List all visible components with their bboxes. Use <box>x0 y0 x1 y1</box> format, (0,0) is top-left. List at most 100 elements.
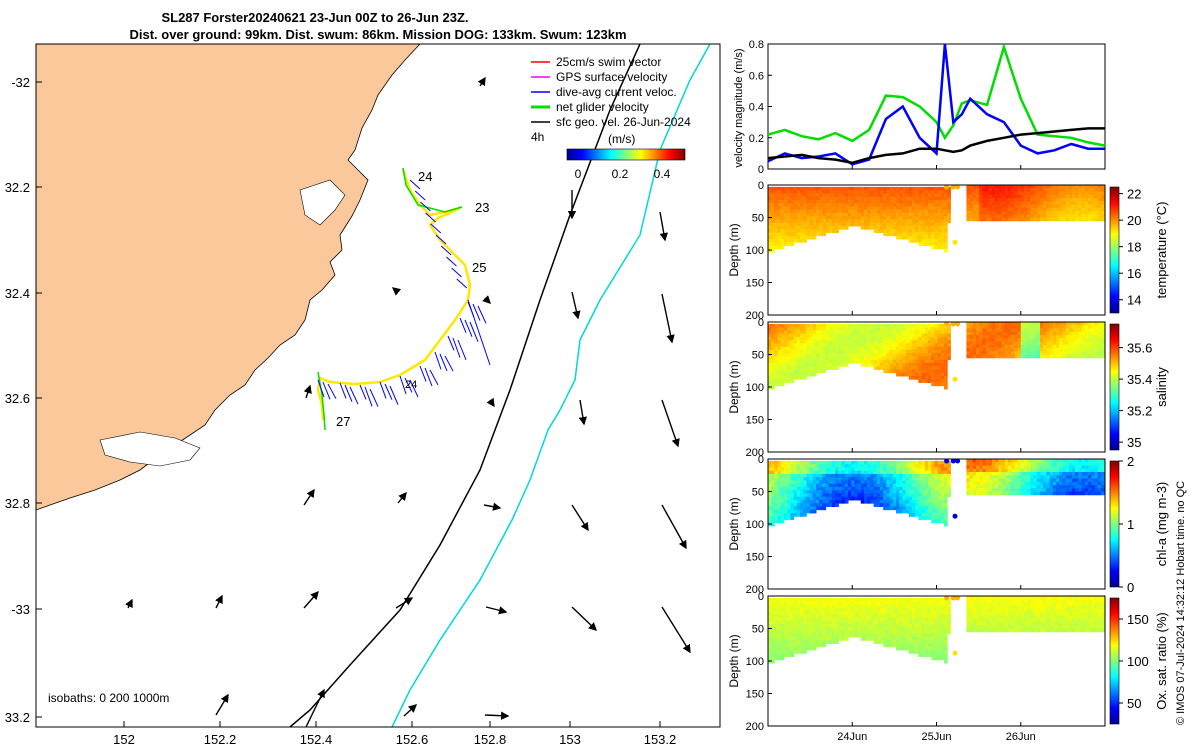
data-cell <box>1018 208 1022 212</box>
data-cell <box>842 621 846 625</box>
data-cell <box>822 487 826 491</box>
data-cell <box>790 210 794 214</box>
data-cell <box>944 523 948 527</box>
data-cell <box>838 200 842 204</box>
data-cell <box>1053 462 1057 466</box>
data-cell <box>989 188 993 192</box>
data-cell <box>848 353 852 357</box>
data-cell <box>832 624 836 628</box>
data-cell <box>816 624 820 628</box>
colorbar-tick-label: 1 <box>1127 517 1134 532</box>
data-cell <box>768 369 772 373</box>
data-cell <box>877 334 881 338</box>
data-cell <box>1050 198 1054 202</box>
data-cell <box>787 471 791 475</box>
data-cell <box>838 484 842 488</box>
data-cell <box>986 351 990 355</box>
data-cell <box>1053 472 1057 476</box>
data-cell <box>915 239 919 243</box>
data-cell <box>998 329 1002 333</box>
data-cell <box>909 477 913 481</box>
data-cell <box>787 627 791 631</box>
data-cell <box>944 327 948 331</box>
data-cell <box>813 360 817 364</box>
data-cell <box>931 376 935 380</box>
data-cell <box>1014 479 1018 483</box>
data-cell <box>822 356 826 360</box>
data-cell <box>774 373 778 377</box>
data-cell <box>822 627 826 631</box>
data-cell <box>848 334 852 338</box>
data-cell <box>883 190 887 194</box>
data-cell <box>794 640 798 644</box>
data-cell <box>784 653 788 657</box>
data-cell <box>874 190 878 194</box>
data-cell <box>803 356 807 360</box>
data-cell <box>925 206 929 210</box>
data-cell <box>1094 195 1098 199</box>
data-cell <box>771 206 775 210</box>
data-cell <box>998 218 1002 222</box>
data-cell <box>819 608 823 612</box>
data-cell <box>995 462 999 466</box>
data-cell <box>826 187 830 191</box>
data-cell <box>928 347 932 351</box>
data-cell <box>842 634 846 638</box>
data-cell <box>1053 345 1057 349</box>
data-cell <box>1034 185 1038 189</box>
data-cell <box>848 200 852 204</box>
data-cell <box>896 213 900 217</box>
data-cell <box>1066 198 1070 202</box>
data-cell <box>893 464 897 468</box>
data-cell <box>781 350 785 354</box>
data-cell <box>970 342 974 346</box>
data-cell <box>915 487 919 491</box>
data-cell <box>998 201 1002 205</box>
data-cell <box>902 337 906 341</box>
data-cell <box>1037 325 1041 329</box>
data-cell <box>918 461 922 465</box>
data-cell <box>1046 332 1050 336</box>
data-cell <box>896 506 900 510</box>
data-cell <box>797 500 801 504</box>
data-cell <box>842 631 846 635</box>
data-cell <box>931 356 935 360</box>
data-cell <box>813 484 817 488</box>
data-cell <box>1085 479 1089 483</box>
data-cell <box>861 631 865 635</box>
data-cell <box>944 471 948 475</box>
data-cell <box>909 350 913 354</box>
data-cell <box>886 598 890 602</box>
data-cell <box>915 464 919 468</box>
data-cell <box>838 493 842 497</box>
data-cell <box>1018 185 1022 189</box>
data-cell <box>829 634 833 638</box>
data-cell <box>934 366 938 370</box>
data-cell <box>934 223 938 227</box>
data-cell <box>768 376 772 380</box>
data-cell <box>909 467 913 471</box>
data-cell <box>982 482 986 486</box>
data-cell <box>810 226 814 230</box>
data-cell <box>768 193 772 197</box>
data-cell <box>877 327 881 331</box>
data-cell <box>822 644 826 648</box>
data-cell <box>922 232 926 236</box>
data-cell <box>1056 472 1060 476</box>
data-cell <box>803 497 807 501</box>
data-cell <box>854 490 858 494</box>
data-cell <box>1018 462 1022 466</box>
data-cell <box>979 195 983 199</box>
data-cell <box>915 190 919 194</box>
data-cell <box>1021 214 1025 218</box>
data-cell <box>1098 485 1102 489</box>
section-colorbar <box>1110 324 1119 450</box>
data-cell <box>835 340 839 344</box>
data-cell <box>813 197 817 201</box>
data-cell <box>800 640 804 644</box>
data-cell <box>944 520 948 524</box>
data-cell <box>973 462 977 466</box>
data-cell <box>864 487 868 491</box>
data-cell <box>874 614 878 618</box>
data-cell <box>835 480 839 484</box>
